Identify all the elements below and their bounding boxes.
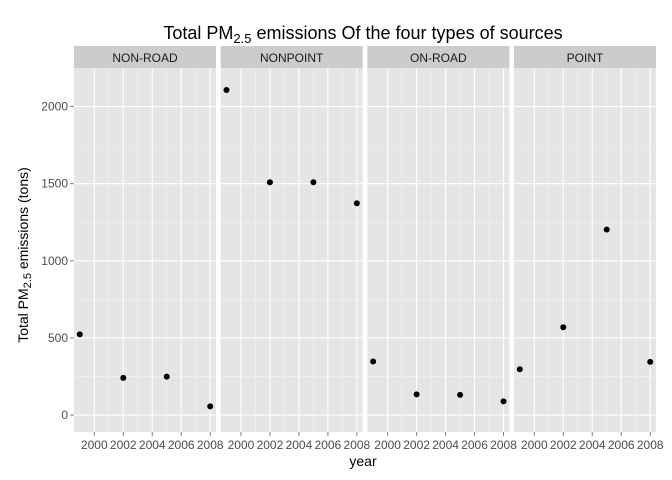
y-tick-label: 0 bbox=[61, 408, 68, 422]
data-point bbox=[163, 373, 170, 380]
x-tick-label: 2002 bbox=[110, 438, 137, 452]
x-tick-label: 2006 bbox=[461, 438, 488, 452]
x-tick-label: 2000 bbox=[521, 438, 548, 452]
data-point bbox=[413, 391, 420, 398]
data-point bbox=[457, 391, 464, 398]
facet-panel: ON-ROAD 2000 2002 2004 2006 2008 bbox=[367, 46, 517, 452]
x-tick-label: 2008 bbox=[637, 438, 664, 452]
x-tick-label: 2002 bbox=[403, 438, 430, 452]
data-point bbox=[603, 226, 610, 233]
y-axis-title-subscript: 2.5 bbox=[22, 273, 34, 288]
facet-strip-label: POINT bbox=[567, 51, 604, 65]
x-tick-label: 2006 bbox=[608, 438, 635, 452]
x-tick-label: 2004 bbox=[432, 438, 459, 452]
x-tick-label: 2006 bbox=[168, 438, 195, 452]
data-point bbox=[516, 366, 523, 373]
y-axis-title: Total PM2.5 emissions (tons) bbox=[15, 167, 34, 343]
chart-title-suffix: emissions Of the four types of sources bbox=[251, 23, 562, 43]
data-point bbox=[310, 179, 317, 186]
x-tick-label: 2008 bbox=[490, 438, 517, 452]
x-tick-label: 2002 bbox=[257, 438, 284, 452]
x-tick-label: 2000 bbox=[228, 438, 255, 452]
x-tick-label: 2000 bbox=[374, 438, 401, 452]
facet-strip-label: NON-ROAD bbox=[112, 51, 178, 65]
x-tick-label: 2002 bbox=[550, 438, 577, 452]
y-tick-label: 1500 bbox=[41, 177, 68, 191]
x-tick-label: 2008 bbox=[344, 438, 371, 452]
panel-background bbox=[74, 68, 216, 432]
panel-background bbox=[514, 68, 657, 432]
panel-background bbox=[367, 68, 510, 432]
facet-strip bbox=[367, 46, 510, 68]
facet-panel: NONPOINT 2000 2002 2004 2006 2008 bbox=[220, 46, 371, 452]
x-tick-label: 2004 bbox=[579, 438, 606, 452]
panel-background bbox=[220, 68, 363, 432]
x-tick-label: 2000 bbox=[81, 438, 108, 452]
data-point bbox=[370, 358, 377, 365]
data-point bbox=[266, 179, 273, 186]
data-point bbox=[560, 324, 567, 331]
y-axis-title-suffix: emissions (tons) bbox=[15, 167, 31, 273]
facet-strip bbox=[220, 46, 363, 68]
chart-title-prefix: Total PM bbox=[163, 23, 233, 43]
chart-title-subscript: 2.5 bbox=[233, 31, 251, 46]
x-tick-label: 2006 bbox=[315, 438, 342, 452]
data-point bbox=[207, 403, 214, 410]
y-tick-label: 500 bbox=[48, 331, 68, 345]
data-point bbox=[223, 86, 230, 93]
facet-strip-label: NONPOINT bbox=[260, 51, 324, 65]
facet-strip bbox=[74, 46, 216, 68]
x-axis-title: year bbox=[349, 453, 377, 469]
y-axis-title-prefix: Total PM bbox=[15, 288, 31, 342]
data-point bbox=[120, 374, 127, 381]
x-tick-label: 2004 bbox=[139, 438, 166, 452]
facet-panel: NON-ROAD 2000 2002 2004 2006 2008 bbox=[74, 46, 224, 452]
facet-panel: POINT 2000 2002 2004 2006 2008 bbox=[514, 46, 664, 452]
facet-strip-label: ON-ROAD bbox=[410, 51, 467, 65]
data-point bbox=[647, 358, 654, 365]
data-point bbox=[76, 331, 83, 338]
y-tick-label: 2000 bbox=[41, 100, 68, 114]
facet-strip bbox=[514, 46, 657, 68]
data-point bbox=[500, 398, 507, 405]
x-tick-label: 2004 bbox=[286, 438, 313, 452]
chart-title: Total PM2.5 emissions Of the four types … bbox=[163, 23, 562, 46]
x-tick-label: 2008 bbox=[197, 438, 224, 452]
y-tick-label: 1000 bbox=[41, 254, 68, 268]
data-point bbox=[353, 200, 360, 207]
